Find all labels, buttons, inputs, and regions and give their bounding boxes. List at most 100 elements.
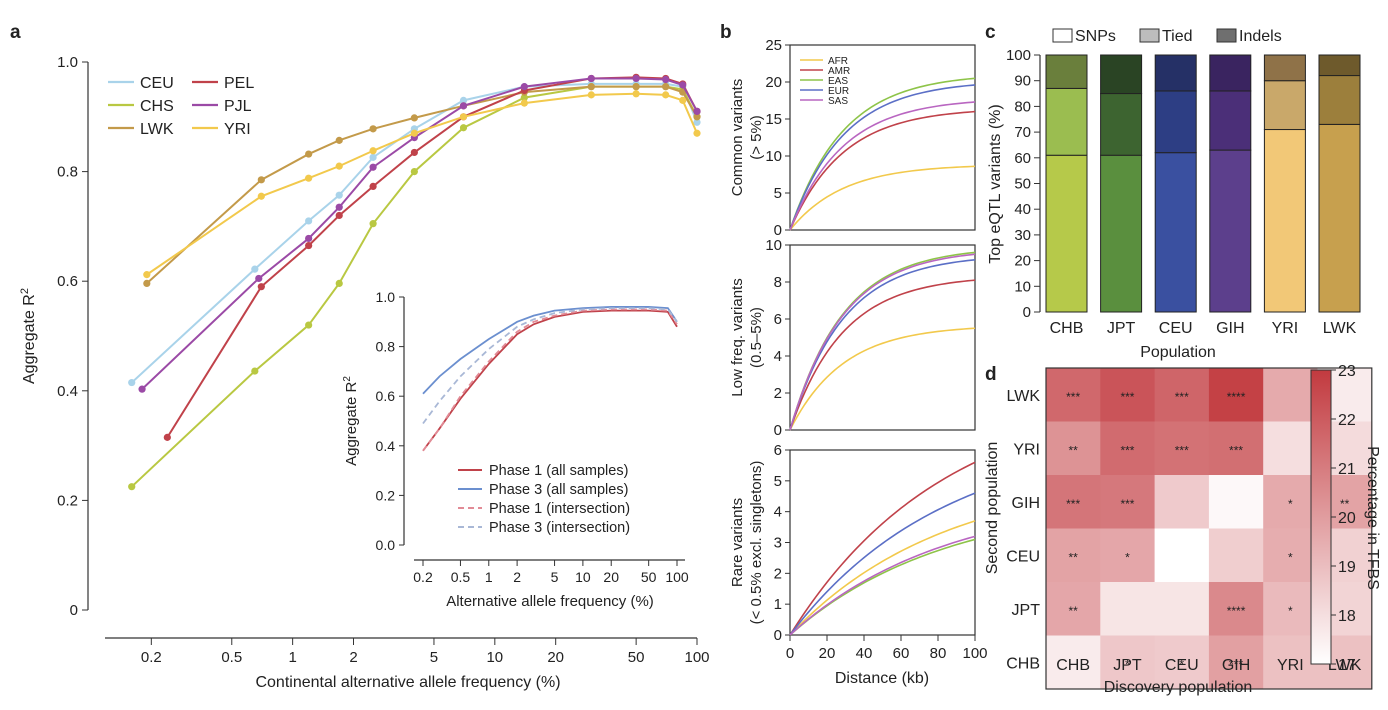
panel-b-letter: b <box>720 22 732 43</box>
data-point-yri <box>679 96 687 104</box>
c-y-tick-label: 90 <box>1014 73 1031 90</box>
heatmap-cell-yri-gih <box>1208 421 1264 476</box>
colorbar-label: Percentage in TFBS <box>1364 446 1381 590</box>
data-point-pjl <box>369 163 377 171</box>
y-tick-label: 0.4 <box>57 383 78 400</box>
subplot-y-tick-label: 1 <box>774 596 782 613</box>
x-tick-label: 1 <box>288 649 296 666</box>
significance-stars: ** <box>1340 497 1350 511</box>
y-tick-label: 0 <box>70 602 78 619</box>
legend-label-pjl: PJL <box>224 98 252 115</box>
c-y-tick-label: 100 <box>1006 47 1031 64</box>
data-point-chs <box>520 94 528 102</box>
significance-stars: * <box>1125 550 1130 564</box>
curve-amr <box>789 461 976 636</box>
curve-eas <box>789 251 976 431</box>
data-point-yri <box>693 129 701 137</box>
curve-eur <box>789 84 976 231</box>
heatmap-cell-gih-gih <box>1208 475 1264 529</box>
b-legend-label-afr: AFR <box>828 56 848 67</box>
x-axis-label: Continental alternative allele frequency… <box>255 674 560 691</box>
data-point-pjl <box>255 274 263 283</box>
bar-lwk-tied <box>1318 75 1361 125</box>
significance-stars: *** <box>1229 443 1243 457</box>
heatmap-cell-gih-chb <box>1046 475 1101 529</box>
data-point-pjl <box>587 74 595 83</box>
subplot-y-label-line: (0.5–5%) <box>748 307 765 368</box>
subplot-y-tick-label: 10 <box>765 148 782 165</box>
data-point-pjl <box>520 83 528 91</box>
d-y-axis-label: Second population <box>984 442 1001 575</box>
data-point-chs <box>128 483 136 491</box>
inset-x-tick-label: 5 <box>551 569 559 585</box>
subplot-y-tick-label: 20 <box>765 74 782 91</box>
c-x-tick-label: LWK <box>1323 320 1357 337</box>
data-point-yri <box>143 271 151 279</box>
c-y-tick-label: 60 <box>1014 150 1031 167</box>
data-point-yri <box>587 91 595 99</box>
inset-series-line-2 <box>422 308 678 452</box>
x-tick-label: 0.5 <box>221 649 242 666</box>
b-x-tick-label: 0 <box>786 645 794 662</box>
curve-afr <box>789 520 976 636</box>
b-x-tick-label: 80 <box>930 645 947 662</box>
colorbar-tick-label: 21 <box>1338 461 1356 478</box>
subplot-y-tick-label: 0 <box>774 627 782 644</box>
subplot-y-tick-label: 15 <box>765 111 782 128</box>
legend-label-chs: CHS <box>140 98 174 115</box>
heatmap-cell-jpt-yri <box>1263 582 1318 636</box>
inset-x-tick-label: 20 <box>603 569 619 585</box>
heatmap-cell-chb-yri <box>1263 635 1318 690</box>
heatmap-cell-yri-chb <box>1046 421 1101 476</box>
inset-x-axis-label: Alternative allele frequency (%) <box>446 593 654 610</box>
data-point-yri <box>257 192 265 200</box>
bar-chb-indels <box>1045 54 1088 89</box>
x-tick-label: 100 <box>684 649 709 666</box>
inset-x-tick-label: 10 <box>575 569 591 585</box>
inset-legend-label-3: Phase 3 (intersection) <box>489 520 630 536</box>
x-tick-label: 20 <box>547 649 564 666</box>
data-point-pjl <box>138 385 146 393</box>
bar-lwk-snps <box>1318 123 1361 313</box>
c-x-tick-label: CEU <box>1159 320 1193 337</box>
data-point-pel <box>369 182 377 190</box>
c-x-tick-label: CHB <box>1050 320 1084 337</box>
data-point-pjl <box>459 102 468 110</box>
legend-label-lwk: LWK <box>140 121 174 138</box>
significance-stars: * <box>1288 550 1293 564</box>
bar-yri-indels <box>1263 54 1306 82</box>
inset-y-axis-label-main: Aggregate R <box>343 382 360 466</box>
data-point-ceu <box>128 378 136 387</box>
c-x-tick-label: GIH <box>1216 320 1244 337</box>
y-axis-label: Aggregate R2 <box>19 288 38 384</box>
bar-lwk-indels <box>1318 54 1361 77</box>
bar-jpt-indels <box>1100 54 1143 95</box>
data-point-pel <box>163 433 171 441</box>
heatmap-cell-gih-yri <box>1263 475 1318 529</box>
c-legend-swatch-snps <box>1052 28 1073 43</box>
c-y-tick-label: 50 <box>1014 176 1031 193</box>
c-legend-swatch-indels <box>1216 28 1237 43</box>
c-x-tick-label: YRI <box>1272 320 1299 337</box>
colorbar-tick-label: 18 <box>1338 608 1356 625</box>
heatmap-cell-jpt-gih <box>1208 582 1264 636</box>
subplot-y-tick-label: 4 <box>774 504 782 521</box>
inset-legend-label-1: Phase 3 (all samples) <box>489 482 628 498</box>
bar-yri-snps <box>1263 129 1306 313</box>
c-x-tick-label: JPT <box>1107 320 1136 337</box>
data-point-lwk <box>632 83 640 91</box>
subplot-y-label-line: Low freq. variants <box>729 278 746 396</box>
y-tick-label: 0.8 <box>57 164 78 181</box>
subplot-y-label-line: (> 5%) <box>748 115 765 160</box>
c-y-tick-label: 30 <box>1014 227 1031 244</box>
x-tick-label: 5 <box>430 649 438 666</box>
subplot-y-tick-label: 5 <box>774 473 782 490</box>
bar-ceu-tied <box>1154 90 1197 154</box>
inset-y-tick-label: 0.6 <box>376 388 396 404</box>
significance-stars: ** <box>1068 443 1078 457</box>
x-tick-label: 2 <box>349 649 357 666</box>
heatmap-cell-ceu-ceu <box>1154 528 1210 583</box>
x-tick-label: 0.2 <box>141 649 162 666</box>
data-point-lwk <box>587 83 595 91</box>
legend-label-yri: YRI <box>224 121 251 138</box>
